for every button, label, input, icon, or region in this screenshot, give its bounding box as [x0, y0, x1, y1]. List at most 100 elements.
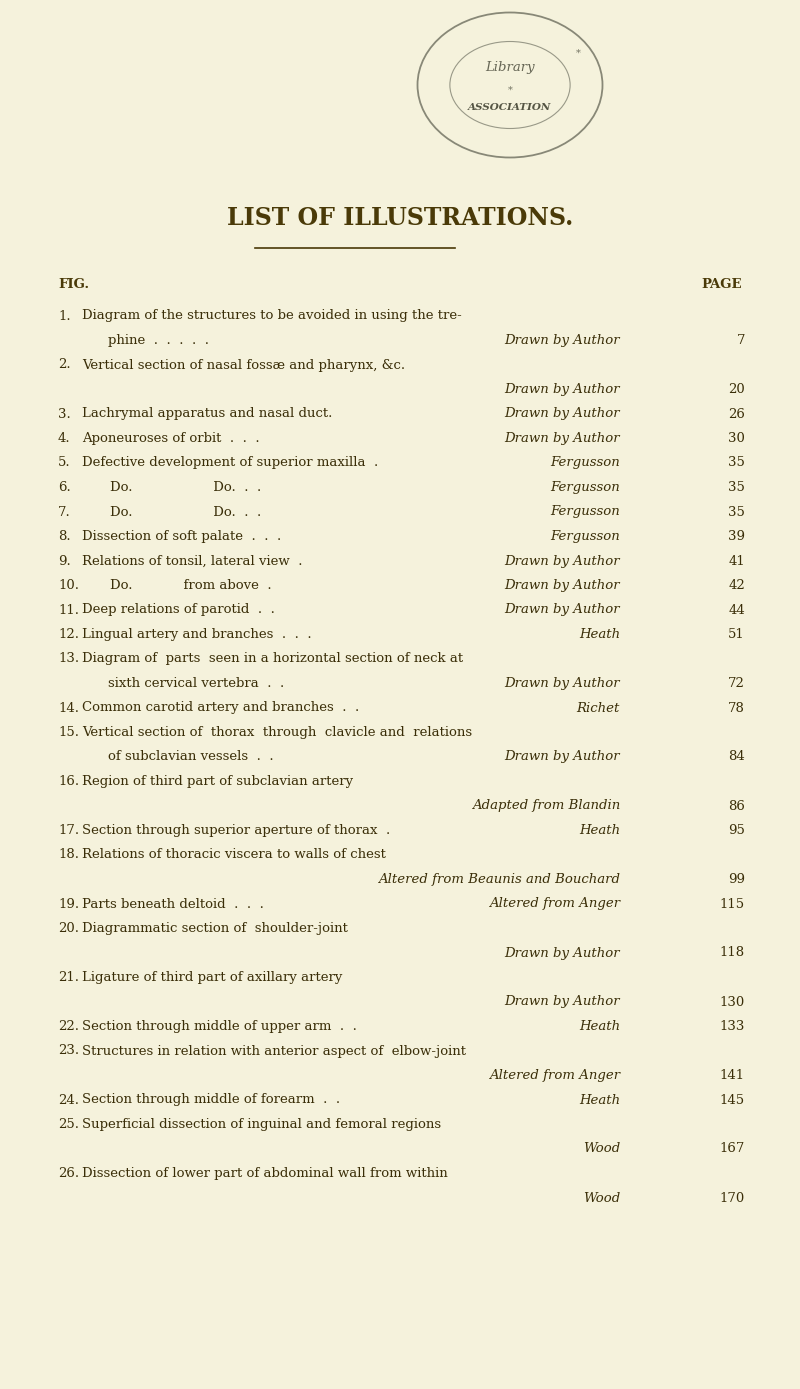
- Text: 6.: 6.: [58, 481, 70, 494]
- Text: Diagram of  parts  seen in a horizontal section of neck at: Diagram of parts seen in a horizontal se…: [82, 653, 463, 665]
- Text: Do.            from above  .: Do. from above .: [110, 579, 272, 592]
- Text: 10.: 10.: [58, 579, 79, 592]
- Text: Altered from Anger: Altered from Anger: [489, 897, 620, 911]
- Text: FIG.: FIG.: [58, 279, 89, 292]
- Text: 84: 84: [728, 750, 745, 764]
- Text: Section through middle of upper arm  .  .: Section through middle of upper arm . .: [82, 1020, 357, 1033]
- Text: 21.: 21.: [58, 971, 79, 983]
- Text: 23.: 23.: [58, 1045, 79, 1057]
- Text: Fergusson: Fergusson: [550, 457, 620, 469]
- Text: Do.                   Do.  .  .: Do. Do. . .: [110, 481, 262, 494]
- Text: 24.: 24.: [58, 1093, 79, 1107]
- Text: 95: 95: [728, 824, 745, 838]
- Text: Drawn by Author: Drawn by Author: [504, 554, 620, 568]
- Text: Drawn by Author: Drawn by Author: [504, 432, 620, 444]
- Text: 18.: 18.: [58, 849, 79, 861]
- Text: 39: 39: [728, 531, 745, 543]
- Text: Library: Library: [485, 61, 535, 74]
- Text: Vertical section of nasal fossæ and pharynx, &c.: Vertical section of nasal fossæ and phar…: [82, 358, 405, 371]
- Text: Drawn by Author: Drawn by Author: [504, 676, 620, 690]
- Text: 99: 99: [728, 874, 745, 886]
- Text: 133: 133: [720, 1020, 745, 1033]
- Text: Diagrammatic section of  shoulder-joint: Diagrammatic section of shoulder-joint: [82, 922, 348, 935]
- Text: Ligature of third part of axillary artery: Ligature of third part of axillary arter…: [82, 971, 342, 983]
- Text: 145: 145: [720, 1093, 745, 1107]
- Text: 11.: 11.: [58, 603, 79, 617]
- Text: Fergusson: Fergusson: [550, 531, 620, 543]
- Text: 130: 130: [720, 996, 745, 1008]
- Text: Heath: Heath: [579, 824, 620, 838]
- Text: Deep relations of parotid  .  .: Deep relations of parotid . .: [82, 603, 275, 617]
- Text: Drawn by Author: Drawn by Author: [504, 996, 620, 1008]
- Text: Heath: Heath: [579, 628, 620, 640]
- Text: Region of third part of subclavian artery: Region of third part of subclavian arter…: [82, 775, 353, 788]
- Text: Richet: Richet: [577, 701, 620, 714]
- Text: 7.: 7.: [58, 506, 70, 518]
- Text: 26: 26: [728, 407, 745, 421]
- Text: 141: 141: [720, 1070, 745, 1082]
- Text: Heath: Heath: [579, 1093, 620, 1107]
- Text: Drawn by Author: Drawn by Author: [504, 333, 620, 347]
- Text: ASSOCIATION: ASSOCIATION: [468, 103, 552, 111]
- Text: Relations of thoracic viscera to walls of chest: Relations of thoracic viscera to walls o…: [82, 849, 386, 861]
- Text: *: *: [507, 86, 513, 94]
- Text: Drawn by Author: Drawn by Author: [504, 603, 620, 617]
- Text: 44: 44: [728, 603, 745, 617]
- Text: 115: 115: [720, 897, 745, 911]
- Text: 20: 20: [728, 383, 745, 396]
- Text: 20.: 20.: [58, 922, 79, 935]
- Text: 86: 86: [728, 800, 745, 813]
- Text: 14.: 14.: [58, 701, 79, 714]
- Text: Superficial dissection of inguinal and femoral regions: Superficial dissection of inguinal and f…: [82, 1118, 441, 1131]
- Text: PAGE: PAGE: [702, 279, 742, 292]
- Text: 167: 167: [720, 1143, 745, 1156]
- Text: Defective development of superior maxilla  .: Defective development of superior maxill…: [82, 457, 378, 469]
- Text: 19.: 19.: [58, 897, 79, 911]
- Text: Dissection of lower part of abdominal wall from within: Dissection of lower part of abdominal wa…: [82, 1167, 448, 1181]
- Text: 118: 118: [720, 946, 745, 960]
- Text: 41: 41: [728, 554, 745, 568]
- Text: 3.: 3.: [58, 407, 70, 421]
- Text: 13.: 13.: [58, 653, 79, 665]
- Text: 25.: 25.: [58, 1118, 79, 1131]
- Text: 35: 35: [728, 506, 745, 518]
- Text: Vertical section of  thorax  through  clavicle and  relations: Vertical section of thorax through clavi…: [82, 726, 472, 739]
- Text: 30: 30: [728, 432, 745, 444]
- Text: 17.: 17.: [58, 824, 79, 838]
- Text: 12.: 12.: [58, 628, 79, 640]
- Text: 4.: 4.: [58, 432, 70, 444]
- Text: Section through superior aperture of thorax  .: Section through superior aperture of tho…: [82, 824, 390, 838]
- Text: Drawn by Author: Drawn by Author: [504, 750, 620, 764]
- Text: 2.: 2.: [58, 358, 70, 371]
- Text: 78: 78: [728, 701, 745, 714]
- Text: Aponeuroses of orbit  .  .  .: Aponeuroses of orbit . . .: [82, 432, 260, 444]
- Text: 35: 35: [728, 457, 745, 469]
- Text: 72: 72: [728, 676, 745, 690]
- Text: Wood: Wood: [582, 1192, 620, 1204]
- Text: Do.                   Do.  .  .: Do. Do. . .: [110, 506, 262, 518]
- Text: Drawn by Author: Drawn by Author: [504, 579, 620, 592]
- Text: 26.: 26.: [58, 1167, 79, 1181]
- Text: Fergusson: Fergusson: [550, 481, 620, 494]
- Text: Dissection of soft palate  .  .  .: Dissection of soft palate . . .: [82, 531, 282, 543]
- Text: Drawn by Author: Drawn by Author: [504, 946, 620, 960]
- Text: 7: 7: [737, 333, 745, 347]
- Text: sixth cervical vertebra  .  .: sixth cervical vertebra . .: [108, 676, 284, 690]
- Text: 5.: 5.: [58, 457, 70, 469]
- Text: 9.: 9.: [58, 554, 70, 568]
- Text: Lachrymal apparatus and nasal duct.: Lachrymal apparatus and nasal duct.: [82, 407, 332, 421]
- Text: Relations of tonsil, lateral view  .: Relations of tonsil, lateral view .: [82, 554, 302, 568]
- Text: Section through middle of forearm  .  .: Section through middle of forearm . .: [82, 1093, 340, 1107]
- Text: Heath: Heath: [579, 1020, 620, 1033]
- Text: phine  .  .  .  .  .: phine . . . . .: [108, 333, 209, 347]
- Text: 1.: 1.: [58, 310, 70, 322]
- Text: 170: 170: [720, 1192, 745, 1204]
- Text: Wood: Wood: [582, 1143, 620, 1156]
- Text: 51: 51: [728, 628, 745, 640]
- Text: Structures in relation with anterior aspect of  elbow-joint: Structures in relation with anterior asp…: [82, 1045, 466, 1057]
- Text: of subclavian vessels  .  .: of subclavian vessels . .: [108, 750, 274, 764]
- Text: Diagram of the structures to be avoided in using the tre-: Diagram of the structures to be avoided …: [82, 310, 462, 322]
- Text: Drawn by Author: Drawn by Author: [504, 407, 620, 421]
- Text: Altered from Beaunis and Bouchard: Altered from Beaunis and Bouchard: [378, 874, 620, 886]
- Text: 22.: 22.: [58, 1020, 79, 1033]
